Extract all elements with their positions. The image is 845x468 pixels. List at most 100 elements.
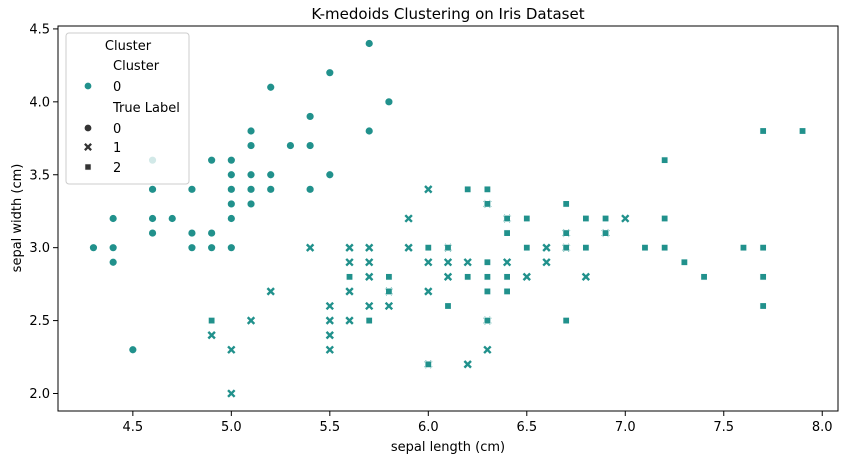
legend-label: 0: [113, 80, 121, 95]
data-point-x: [345, 258, 354, 267]
legend-marker-x: [84, 143, 92, 151]
data-point-x: [621, 214, 630, 223]
data-point-circle: [226, 199, 236, 209]
data-point-square: [503, 229, 511, 237]
y-tick-label: 3.5: [29, 168, 50, 183]
legend-label: 2: [113, 161, 121, 176]
data-point-circle: [325, 68, 335, 78]
data-point-square: [523, 215, 531, 223]
data-point-circle: [305, 112, 315, 121]
data-point-x: [325, 301, 334, 311]
data-point-circle: [364, 39, 374, 48]
data-point-x: [266, 287, 275, 296]
data-point-circle: [89, 243, 98, 253]
data-point-x: [424, 185, 433, 194]
data-point-x: [305, 243, 315, 252]
data-point-x: [227, 345, 236, 354]
legend-header: Cluster: [113, 59, 160, 74]
data-point-circle: [325, 170, 335, 180]
data-point-square: [562, 317, 570, 325]
data-point-circle: [364, 126, 374, 136]
data-point-x: [424, 287, 433, 296]
data-point-x: [483, 345, 492, 354]
data-point-x: [384, 301, 394, 311]
x-tick-label: 5.0: [221, 420, 242, 435]
data-point-circle: [226, 184, 236, 194]
legend-label: 0: [113, 122, 121, 137]
data-point-x: [463, 258, 472, 267]
data-point-square: [464, 185, 472, 193]
data-point-square: [483, 258, 491, 266]
data-point-square: [661, 244, 669, 252]
legend-marker-circle: [83, 123, 93, 133]
y-tick-label: 2.0: [29, 387, 50, 402]
data-point-square: [641, 244, 649, 252]
data-point-circle: [246, 141, 256, 150]
data-point-circle: [246, 184, 256, 194]
data-point-square: [799, 127, 807, 135]
y-tick-label: 2.5: [29, 314, 50, 329]
data-point-circle: [207, 243, 217, 253]
data-point-x: [404, 243, 413, 252]
x-tick-label: 6.0: [418, 420, 439, 435]
data-point-x: [325, 345, 334, 354]
data-point-circle: [187, 228, 197, 238]
data-point-circle: [108, 243, 118, 253]
data-point-x: [443, 272, 453, 281]
data-point-square: [385, 273, 393, 281]
legend-label: 1: [113, 141, 121, 156]
data-point-square: [582, 215, 590, 223]
data-point-square: [483, 200, 491, 208]
y-axis-label: sepal width (cm): [10, 164, 25, 273]
data-point-circle: [226, 214, 236, 223]
legend-box: [65, 32, 190, 185]
data-point-circle: [187, 243, 197, 253]
data-point-square: [562, 244, 570, 252]
y-tick-label: 4.5: [29, 22, 50, 37]
legend: Cluster Cluster 0 True Label 0 1 2: [65, 32, 190, 185]
data-point-square: [365, 317, 373, 325]
data-point-square: [444, 244, 452, 252]
data-point-x: [345, 243, 354, 252]
data-point-circle: [286, 141, 295, 150]
points-layer: [89, 39, 807, 398]
data-point-square: [680, 258, 688, 266]
data-point-x: [463, 360, 472, 369]
y-tick-label: 4.0: [29, 95, 50, 110]
data-point-square: [602, 229, 610, 237]
data-point-x: [207, 331, 216, 340]
data-point-square: [523, 244, 531, 252]
data-point-x: [345, 287, 354, 296]
y-tick-label: 3.0: [29, 241, 50, 256]
data-point-square: [562, 200, 570, 208]
data-point-x: [404, 214, 413, 223]
data-point-square: [582, 244, 590, 252]
data-point-x: [227, 389, 236, 398]
data-point-circle: [148, 184, 157, 194]
data-point-x: [542, 243, 551, 252]
data-point-square: [444, 302, 452, 310]
x-axis-label: sepal length (cm): [391, 440, 505, 455]
data-point-square: [385, 287, 393, 295]
data-point-circle: [148, 214, 157, 223]
data-point-x: [246, 316, 256, 325]
legend-marker-circle: [83, 81, 93, 91]
legend-header: True Label: [112, 101, 180, 116]
data-point-square: [661, 215, 669, 223]
data-point-square: [483, 287, 491, 295]
data-point-square: [503, 215, 511, 223]
data-point-circle: [187, 184, 197, 194]
x-axis: 4.5 5.0 5.5 6.0 6.5 7.0 7.5 8.0: [123, 411, 833, 435]
data-point-square: [759, 302, 767, 310]
data-point-square: [759, 127, 767, 135]
legend-entries: Cluster 0 True Label 0 1 2: [83, 59, 180, 176]
data-point-circle: [305, 184, 315, 194]
x-tick-label: 5.5: [319, 420, 340, 435]
data-point-x: [325, 316, 334, 325]
data-point-square: [483, 185, 491, 193]
data-point-x: [542, 258, 551, 267]
data-point-circle: [384, 97, 394, 107]
data-point-square: [346, 273, 354, 281]
data-point-circle: [246, 170, 256, 180]
data-point-x: [325, 331, 334, 340]
